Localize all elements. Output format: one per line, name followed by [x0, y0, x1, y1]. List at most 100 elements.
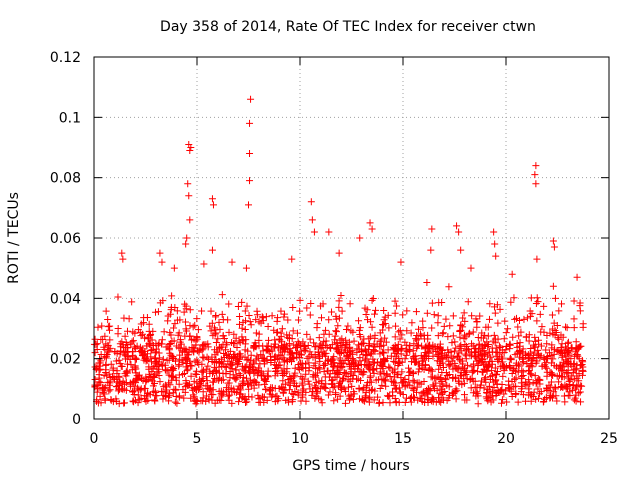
data-point: [326, 388, 334, 396]
data-point: [467, 384, 475, 392]
data-point: [429, 381, 437, 389]
data-point: [382, 338, 390, 346]
data-point: [260, 376, 268, 384]
data-point: [349, 328, 357, 336]
data-point: [493, 301, 501, 309]
data-point: [420, 335, 428, 343]
data-point: [334, 363, 342, 371]
data-point: [320, 368, 328, 376]
data-point: [106, 336, 114, 344]
data-point: [335, 303, 343, 311]
data-point: [436, 382, 444, 390]
data-point: [366, 333, 374, 341]
data-point: [102, 368, 110, 376]
data-point: [272, 367, 280, 375]
data-point: [378, 362, 386, 370]
data-point: [328, 341, 336, 349]
data-point: [462, 370, 470, 378]
data-point: [145, 320, 153, 328]
data-point: [457, 246, 465, 254]
data-point: [316, 365, 324, 373]
data-point: [162, 392, 170, 400]
data-point: [410, 393, 418, 401]
data-point: [534, 298, 542, 306]
data-point: [443, 371, 451, 379]
data-point: [535, 350, 543, 358]
data-point: [438, 377, 446, 385]
data-point: [102, 361, 110, 369]
data-point: [391, 333, 399, 341]
data-point: [284, 316, 292, 324]
data-point: [187, 394, 195, 402]
data-point: [290, 390, 298, 398]
data-point: [457, 345, 465, 353]
data-point: [229, 371, 237, 379]
data-point: [311, 353, 319, 361]
data-point: [346, 396, 354, 404]
data-point: [238, 362, 246, 370]
y-tick-label: 0.02: [50, 352, 81, 368]
data-point: [336, 379, 344, 387]
data-point: [526, 370, 534, 378]
data-point: [325, 228, 333, 236]
data-point: [245, 312, 253, 320]
data-point: [397, 374, 405, 382]
data-point: [131, 396, 139, 404]
data-point: [388, 377, 396, 385]
data-point: [414, 396, 422, 404]
data-point: [162, 383, 170, 391]
data-point: [265, 336, 273, 344]
data-point: [419, 324, 427, 332]
data-point: [529, 351, 537, 359]
data-point: [202, 392, 210, 400]
data-point: [336, 354, 344, 362]
data-point: [349, 375, 357, 383]
data-point: [173, 399, 181, 407]
data-point: [551, 331, 559, 339]
data-point: [311, 373, 319, 381]
data-point: [295, 350, 303, 358]
data-point: [480, 384, 488, 392]
data-point: [486, 373, 494, 381]
data-point: [542, 346, 550, 354]
data-point: [299, 387, 307, 395]
data-point: [380, 316, 388, 324]
data-point: [327, 344, 335, 352]
data-point: [543, 372, 551, 380]
data-point: [143, 342, 151, 350]
data-point: [327, 356, 335, 364]
data-point: [433, 344, 441, 352]
data-point: [491, 370, 499, 378]
data-point: [238, 336, 246, 344]
data-point: [371, 310, 379, 318]
data-point: [420, 377, 428, 385]
data-point: [168, 376, 176, 384]
data-point: [335, 249, 343, 257]
data-point: [381, 334, 389, 342]
data-point: [391, 309, 399, 317]
data-point: [355, 385, 363, 393]
data-point: [487, 353, 495, 361]
data-point: [366, 219, 374, 227]
data-point: [490, 228, 498, 236]
data-point: [549, 237, 557, 245]
data-point: [380, 321, 388, 329]
data-point: [105, 326, 113, 334]
data-point: [434, 319, 442, 327]
data-point: [371, 387, 379, 395]
data-point: [579, 366, 587, 374]
data-point: [181, 388, 189, 396]
data-point: [246, 356, 254, 364]
data-point: [241, 307, 249, 315]
data-point: [242, 367, 250, 375]
data-point: [251, 342, 259, 350]
data-point: [212, 359, 220, 367]
data-point: [506, 385, 514, 393]
data-point: [311, 343, 319, 351]
data-point: [399, 391, 407, 398]
data-point: [550, 361, 558, 369]
data-point: [91, 349, 99, 357]
data-point: [284, 375, 292, 383]
data-point: [154, 365, 162, 373]
data-point: [307, 351, 315, 359]
